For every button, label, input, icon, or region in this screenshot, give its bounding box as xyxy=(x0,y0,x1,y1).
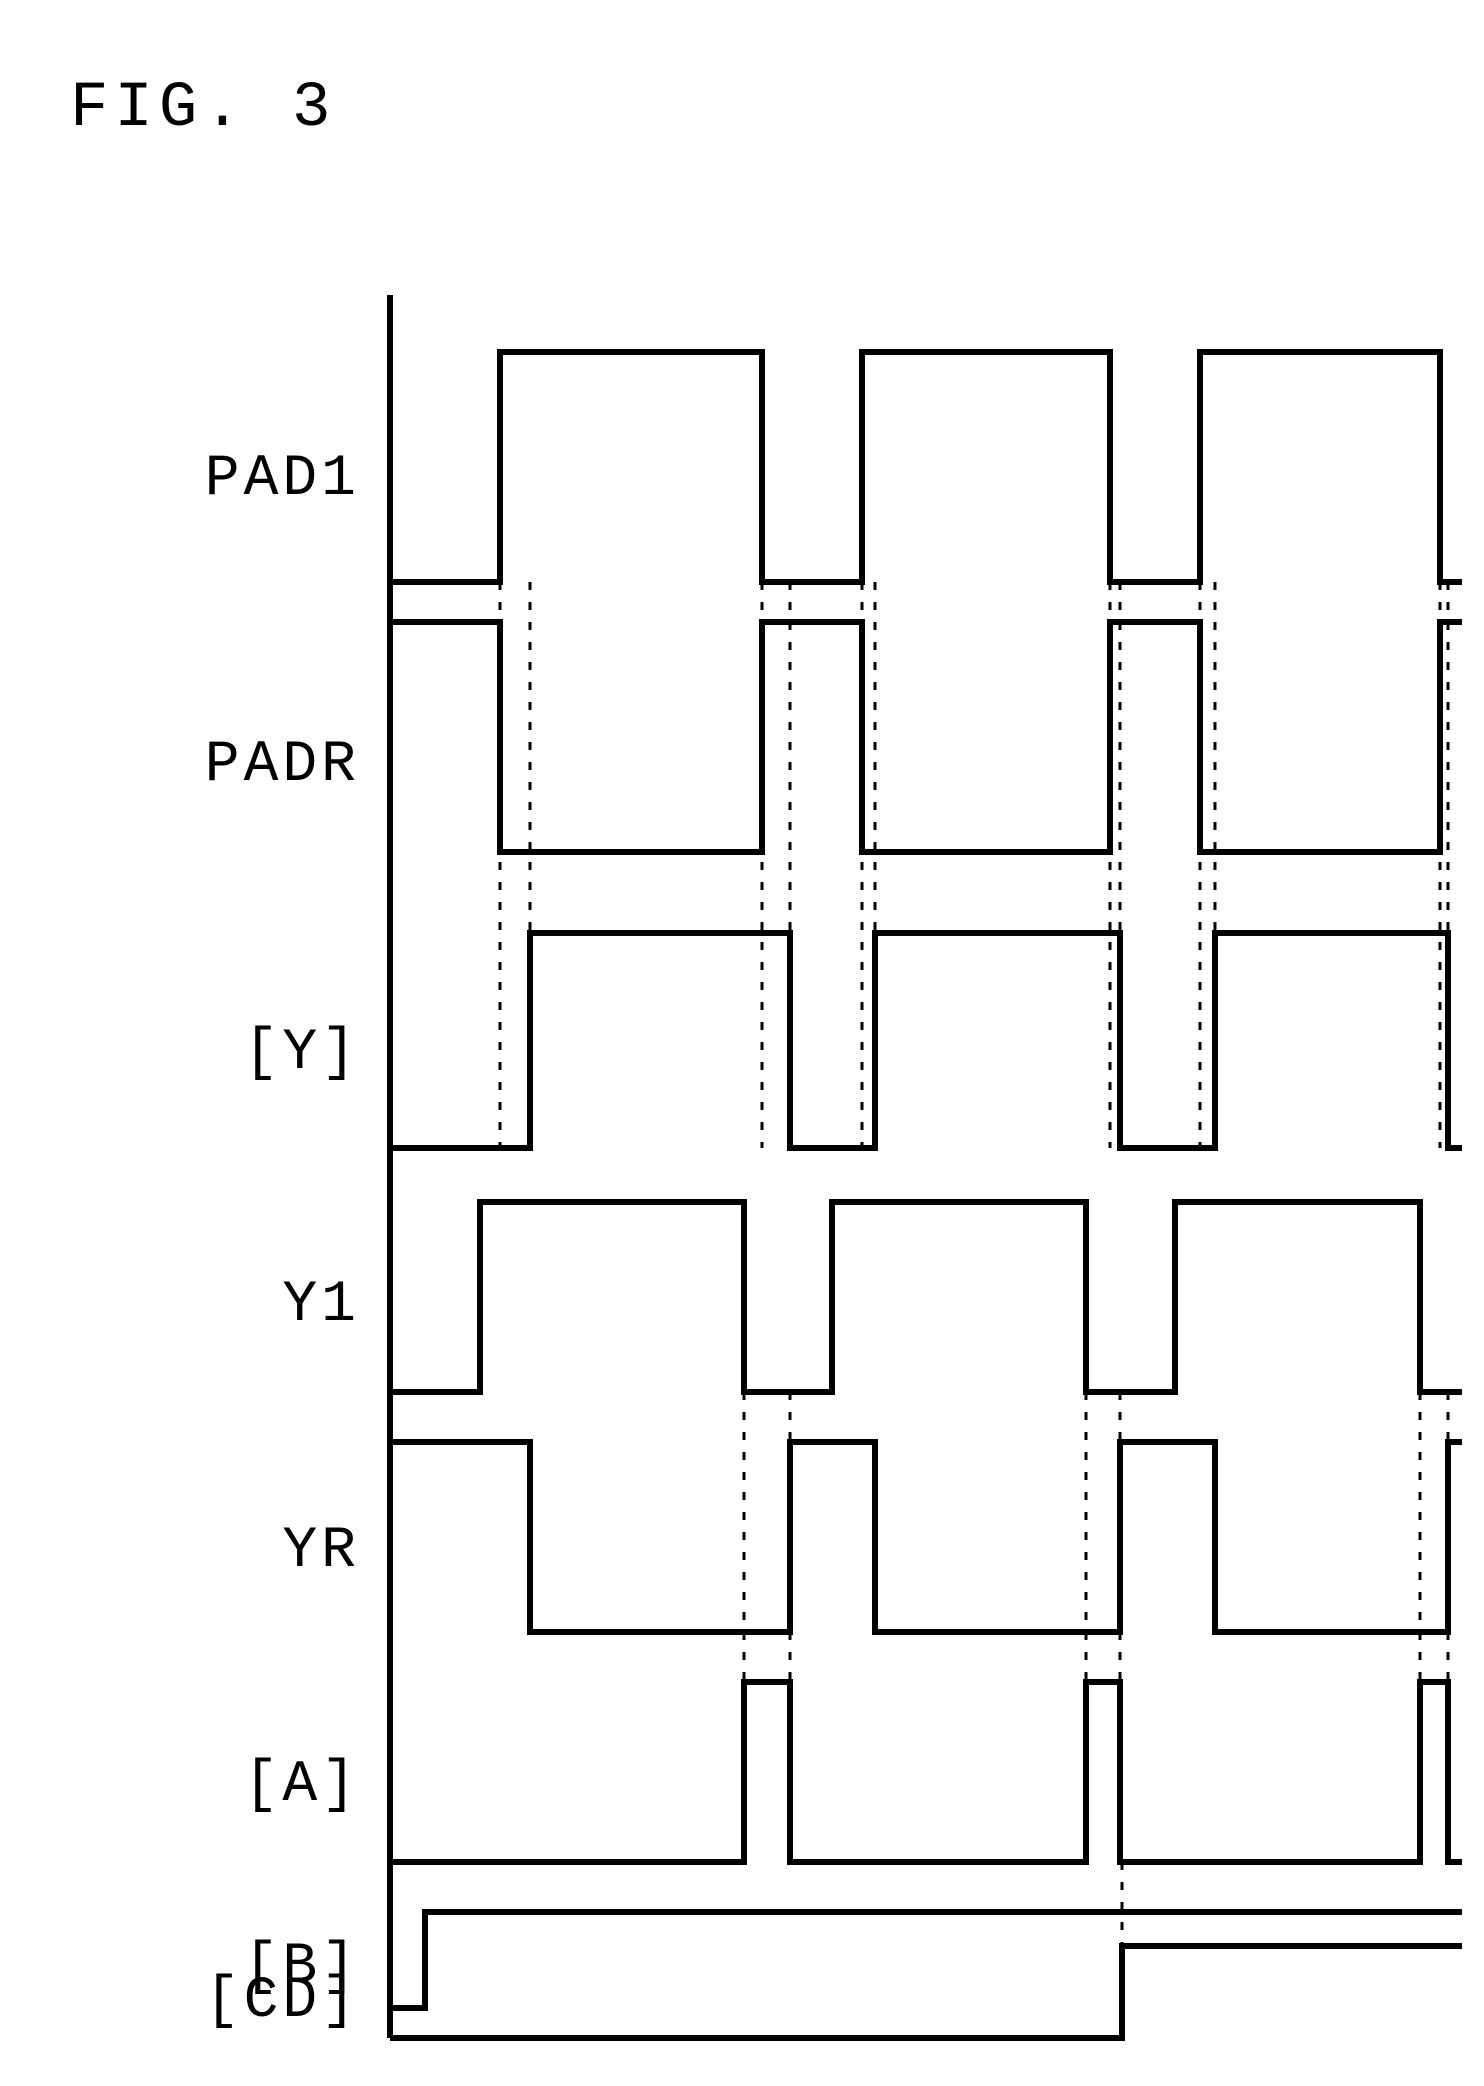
signal-label-PAD1: PAD1 xyxy=(205,447,360,512)
signal-label-Y1: Y1 xyxy=(282,1273,360,1338)
signal-label-Y: [Y] xyxy=(244,1021,360,1086)
timing-diagram-figure: FIG. 3PAD1PADR[Y]Y1YR[A][B][CD] xyxy=(0,0,1484,2086)
figure-title: FIG. 3 xyxy=(70,73,336,145)
signal-label-A: [A] xyxy=(244,1753,360,1818)
signal-label-CD: [CD] xyxy=(205,1969,360,2034)
signal-label-YR: YR xyxy=(282,1519,360,1584)
signal-label-PADR: PADR xyxy=(205,733,360,798)
